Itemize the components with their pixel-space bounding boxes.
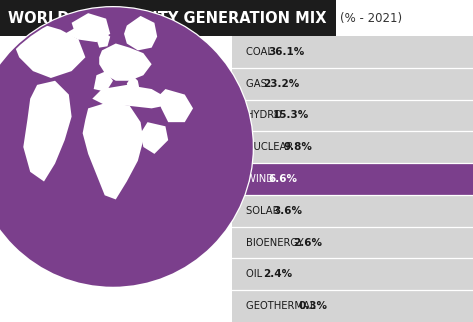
- Polygon shape: [124, 16, 157, 51]
- Bar: [232, 259, 473, 290]
- Text: NUCLEAR: NUCLEAR: [246, 142, 297, 152]
- Circle shape: [0, 6, 254, 288]
- Text: WORLD ELECTRICITY GENERATION MIX: WORLD ELECTRICITY GENERATION MIX: [8, 11, 326, 25]
- Text: WIND: WIND: [246, 174, 277, 184]
- Text: GAS: GAS: [246, 79, 270, 89]
- Bar: [232, 290, 473, 322]
- Polygon shape: [14, 23, 86, 78]
- Polygon shape: [157, 89, 193, 122]
- Bar: [232, 163, 473, 195]
- Polygon shape: [99, 43, 152, 81]
- Polygon shape: [127, 75, 140, 103]
- Bar: [0, 0, 336, 36]
- Text: GEOTHERMAL: GEOTHERMAL: [246, 301, 318, 311]
- Polygon shape: [83, 103, 143, 199]
- Text: (% - 2021): (% - 2021): [340, 12, 402, 24]
- Polygon shape: [71, 13, 110, 42]
- Bar: [232, 195, 473, 227]
- Circle shape: [0, 9, 251, 285]
- Polygon shape: [140, 122, 168, 154]
- Text: 3.6%: 3.6%: [273, 206, 302, 216]
- Text: COAL: COAL: [246, 47, 276, 57]
- Text: 2.6%: 2.6%: [293, 238, 322, 248]
- Polygon shape: [96, 33, 110, 48]
- Bar: [232, 36, 473, 68]
- Bar: [232, 99, 473, 131]
- Text: 23.2%: 23.2%: [263, 79, 299, 89]
- Polygon shape: [92, 85, 166, 109]
- Text: SOLAR: SOLAR: [246, 206, 283, 216]
- Polygon shape: [23, 81, 71, 182]
- Bar: [232, 68, 473, 99]
- Text: 9.8%: 9.8%: [283, 142, 312, 152]
- Text: 2.4%: 2.4%: [263, 269, 292, 279]
- Polygon shape: [94, 71, 113, 92]
- Text: 36.1%: 36.1%: [268, 47, 304, 57]
- Bar: [232, 131, 473, 163]
- Text: 6.6%: 6.6%: [268, 174, 297, 184]
- Text: BIOENERGY: BIOENERGY: [246, 238, 307, 248]
- Text: 15.3%: 15.3%: [273, 110, 309, 120]
- Text: OIL: OIL: [246, 269, 265, 279]
- Text: HYDRO: HYDRO: [246, 110, 285, 120]
- Bar: [232, 227, 473, 259]
- Polygon shape: [65, 28, 83, 39]
- Text: 0.3%: 0.3%: [298, 301, 327, 311]
